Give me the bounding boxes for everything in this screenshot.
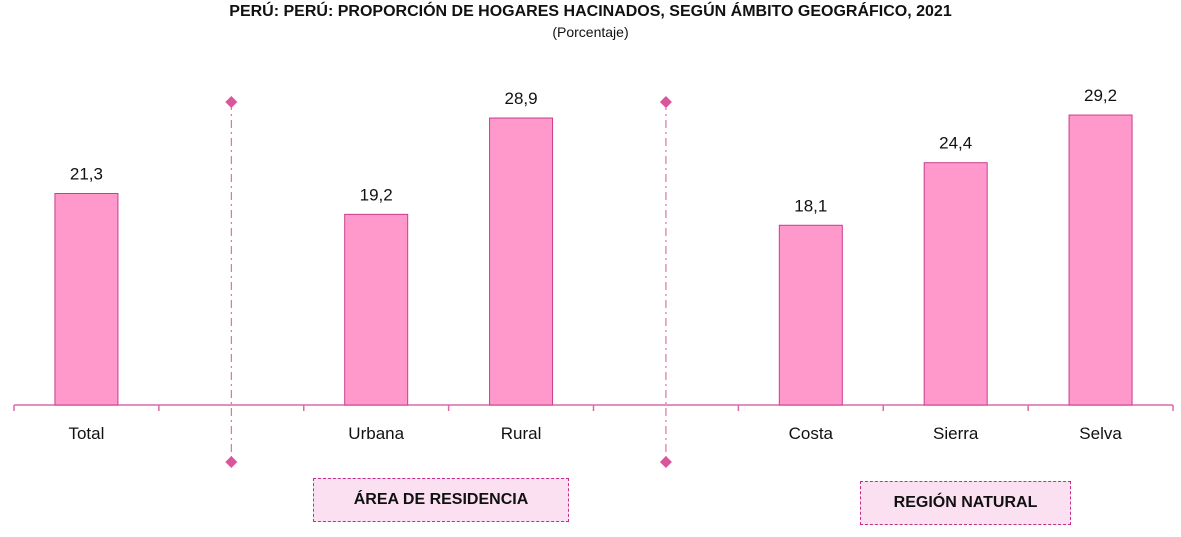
bar-costa [778,224,843,406]
bar-sierra [923,162,988,406]
separator-diamond [225,456,238,468]
value-label-selva: 29,2 [1084,86,1117,105]
value-label-sierra: 24,4 [939,134,972,153]
separator-diamond [659,456,672,468]
bar-selva [1068,114,1133,406]
bar-urbana [344,213,409,406]
group-label-residence: ÁREA DE RESIDENCIA [313,478,569,522]
separator-diamond [225,96,238,108]
category-label-costa: Costa [789,424,834,443]
bar-rural [489,117,554,406]
chart-title: PERÚ: PERÚ: PROPORCIÓN DE HOGARES HACINA… [229,3,952,20]
chart-subtitle: (Porcentaje) [552,24,629,40]
category-label-rural: Rural [501,424,542,443]
value-label-rural: 28,9 [505,89,538,108]
category-label-urbana: Urbana [348,424,404,443]
value-label-total: 21,3 [70,164,103,183]
category-label-sierra: Sierra [933,424,979,443]
value-label-urbana: 19,2 [360,185,393,204]
value-label-costa: 18,1 [794,196,827,215]
category-label-total: Total [68,424,104,443]
category-label-selva: Selva [1079,424,1122,443]
group-label-region: REGIÓN NATURAL [860,481,1071,525]
separator-diamond [659,96,672,108]
bar-total [54,192,119,406]
